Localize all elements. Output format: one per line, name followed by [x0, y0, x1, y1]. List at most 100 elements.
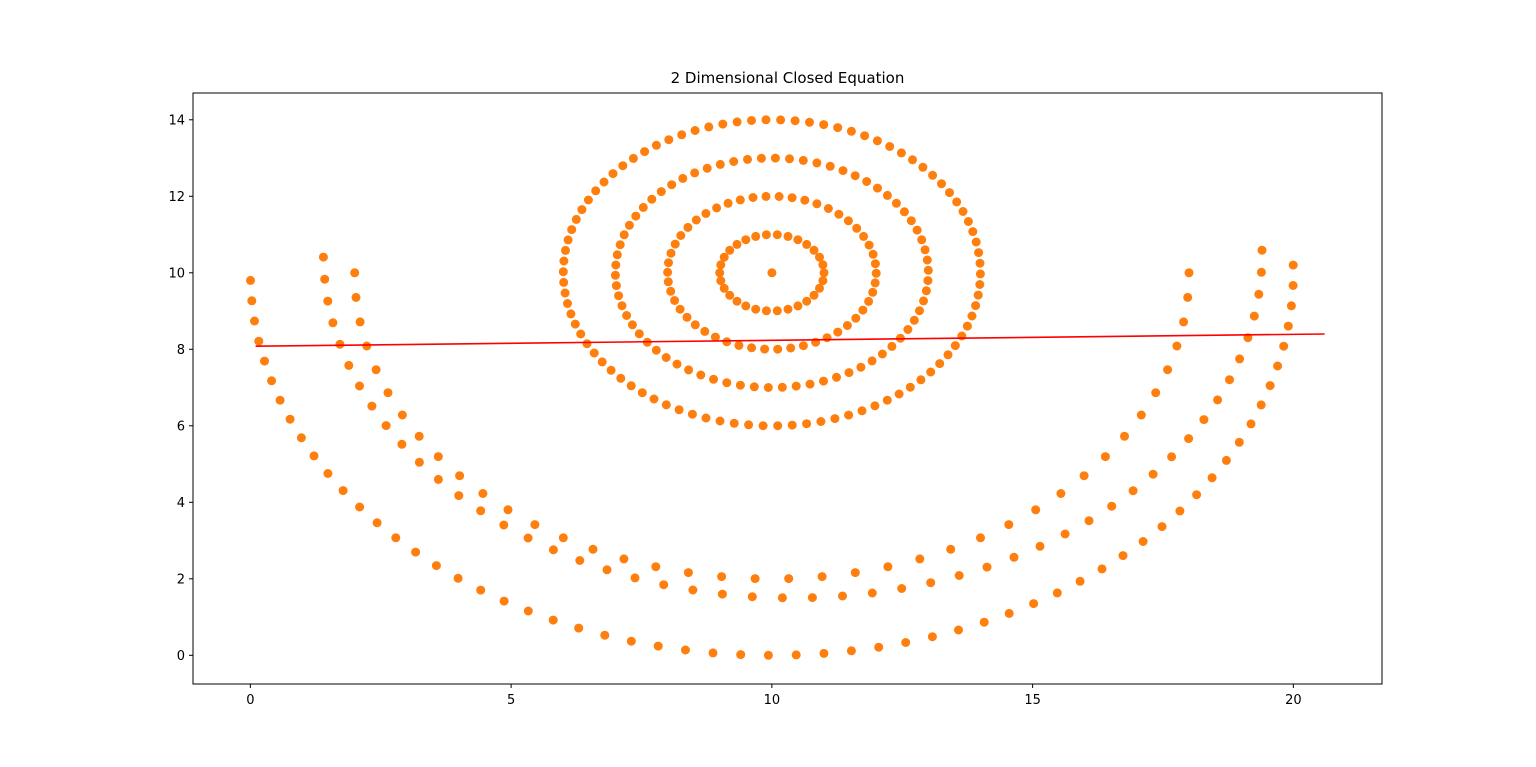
scatter-point: [776, 115, 786, 125]
scatter-point: [815, 252, 824, 262]
scatter-point: [630, 573, 640, 583]
scatter-point: [574, 623, 584, 633]
scatter-point: [627, 320, 637, 330]
scatter-point: [982, 562, 992, 572]
scatter-point: [667, 180, 677, 190]
scatter-point: [1004, 608, 1014, 618]
scatter-point: [1249, 311, 1259, 321]
scatter-point: [320, 274, 330, 284]
scatter-point: [1060, 529, 1070, 539]
scatter-point: [909, 315, 919, 325]
scatter-point: [773, 421, 783, 431]
scatter-point: [591, 186, 601, 196]
scatter-point: [666, 248, 676, 258]
scatter-point: [634, 329, 644, 339]
scatter-point: [834, 209, 844, 219]
scatter-point: [559, 256, 569, 266]
scatter-point: [246, 275, 255, 285]
scatter-point: [741, 301, 751, 311]
scatter-point: [700, 326, 710, 336]
scatter-point: [558, 533, 568, 543]
scatter-point: [683, 568, 693, 578]
scatter-point: [1079, 471, 1089, 481]
scatter-point: [615, 240, 625, 250]
scatter-point: [818, 260, 828, 270]
scatter-point: [690, 168, 700, 178]
scatter-point: [318, 252, 328, 262]
scatter-point: [882, 395, 892, 405]
scatter-point: [1273, 361, 1283, 371]
x-axis-ticks: 0 5 10 15 20: [246, 684, 1302, 708]
scatter-point: [877, 349, 887, 359]
y-axis-ticks: 0 2 4 6 8 10 12 14: [168, 113, 193, 664]
scatter-point: [743, 154, 752, 164]
scatter-point: [563, 299, 572, 308]
scatter-point: [783, 231, 793, 241]
scatter-point: [937, 179, 946, 189]
scatter-point: [850, 568, 860, 578]
scatter-point: [870, 259, 880, 269]
scatter-point: [712, 203, 722, 213]
chart-title: 2 Dimensional Closed Equation: [671, 69, 905, 87]
scatter-point: [560, 288, 570, 298]
scatter-point: [864, 296, 874, 306]
scatter-point: [976, 533, 985, 543]
scatter-point: [1138, 537, 1148, 546]
scatter-point: [670, 296, 680, 305]
y-tick-label: 14: [168, 113, 185, 128]
scatter-point: [355, 502, 365, 512]
scatter-point: [868, 287, 878, 297]
scatter-point: [735, 195, 745, 205]
scatter-point: [619, 554, 629, 564]
scatter-point: [619, 230, 629, 240]
scatter-point: [1004, 520, 1014, 530]
scatter-point: [1256, 400, 1266, 410]
scatter-point: [857, 406, 867, 416]
scatter-point: [414, 457, 424, 467]
scatter-point: [690, 320, 700, 330]
scatter-point: [842, 321, 852, 330]
scatter-point: [922, 255, 932, 265]
scatter-point: [716, 276, 726, 286]
scatter-point: [617, 301, 627, 311]
y-tick-label: 0: [177, 649, 185, 664]
scatter-point: [362, 341, 372, 351]
scatter-point: [433, 474, 443, 484]
scatter-point: [777, 382, 787, 392]
scatter-point: [355, 381, 364, 391]
scatter-point: [563, 235, 573, 245]
scatter-point: [561, 245, 570, 255]
scatter-point: [761, 306, 771, 316]
scatter-point: [640, 147, 650, 157]
scatter-point: [793, 235, 803, 245]
scatter-point: [819, 376, 828, 386]
scatter-point: [715, 159, 725, 169]
scatter-point: [503, 505, 513, 515]
scatter-point: [530, 520, 540, 530]
scatter-point: [1136, 410, 1146, 420]
scatter-point: [864, 240, 874, 250]
scatter-point: [862, 177, 872, 186]
scatter-point: [599, 177, 609, 187]
scatter-point: [882, 190, 892, 200]
scatter-point: [661, 400, 671, 410]
scatter-point: [973, 290, 983, 300]
scatter-point: [691, 215, 701, 225]
scatter-point: [741, 235, 751, 245]
scatter-point: [567, 225, 577, 235]
scatter-point: [747, 343, 757, 353]
scatter-point: [454, 491, 464, 501]
scatter-point: [734, 340, 744, 350]
scatter-point: [414, 431, 424, 441]
scatter-point: [664, 135, 674, 145]
scatter-point: [664, 258, 673, 268]
scatter-point: [777, 593, 787, 603]
scatter-point: [772, 230, 782, 240]
scatter-point: [819, 120, 829, 130]
scatter-point: [946, 544, 956, 554]
scatter-point: [628, 153, 638, 163]
scatter-point: [1256, 267, 1266, 277]
scatter-point: [649, 394, 659, 404]
scatter-point: [701, 413, 711, 423]
